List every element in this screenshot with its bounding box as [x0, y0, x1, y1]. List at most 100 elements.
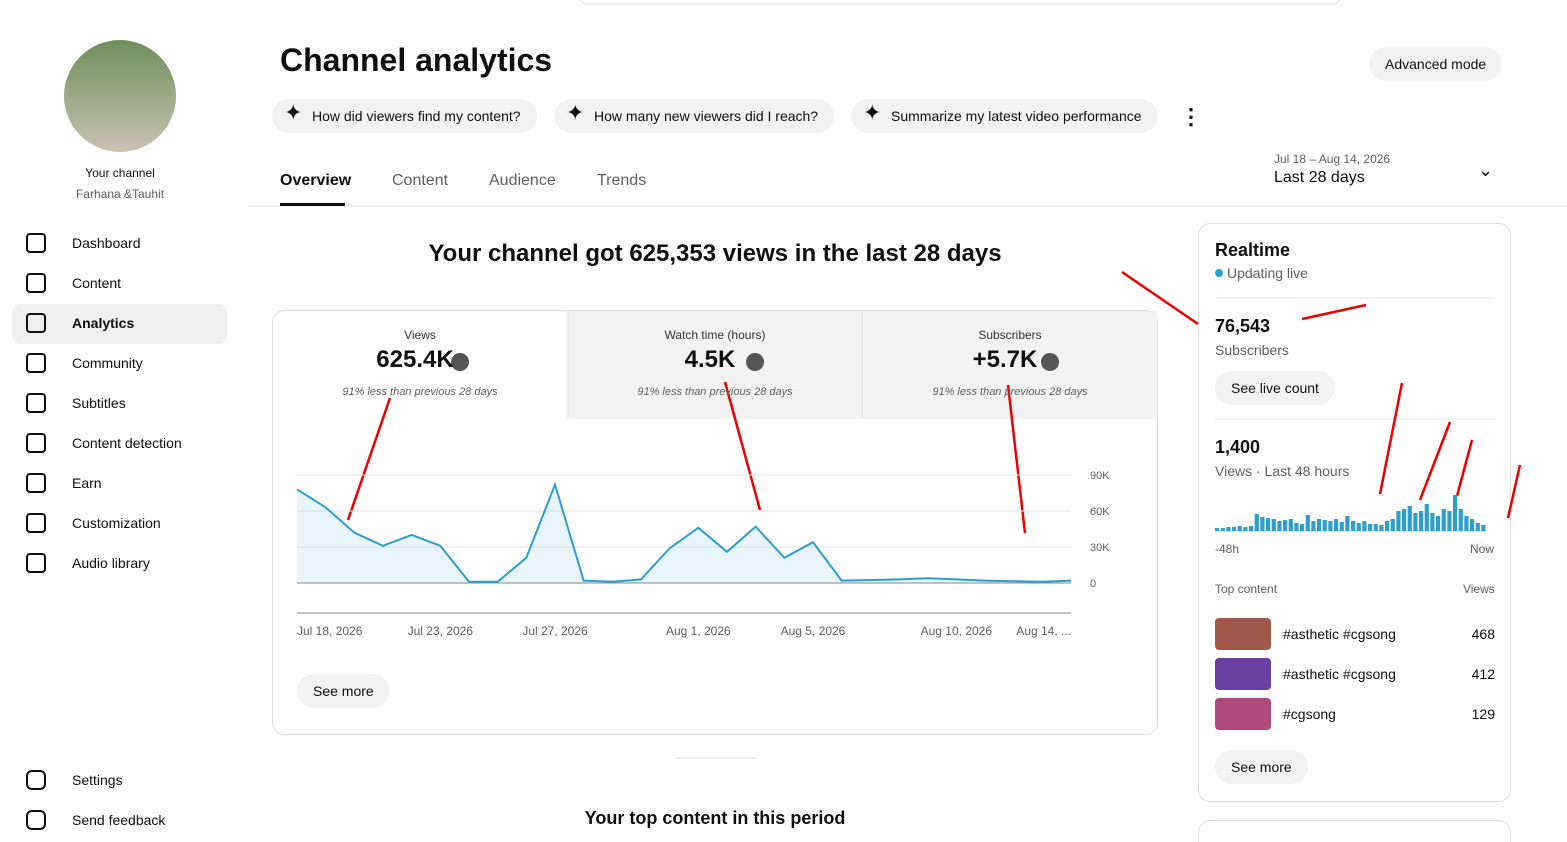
views-label: Views · Last 48 hours [1215, 463, 1350, 479]
period[interactable]: Last 28 days [1274, 169, 1365, 186]
y-tick-label: 90K [1090, 470, 1110, 482]
top-title[interactable]: #asthetic #cgsong [1283, 666, 1396, 682]
nav-icon [26, 433, 46, 453]
bar [1328, 521, 1333, 531]
metric-label: Watch time (hours) [664, 328, 766, 342]
bar [1436, 516, 1441, 531]
tab[interactable]: Overview [280, 172, 352, 189]
nav-item[interactable]: Audio library [72, 555, 150, 571]
bar [1362, 521, 1367, 531]
nav-item[interactable]: Community [72, 355, 143, 371]
nav-highlight [12, 304, 227, 344]
bar [1232, 527, 1237, 531]
bar [1300, 524, 1305, 531]
bar [1481, 525, 1486, 531]
start-label: -48h [1215, 542, 1240, 556]
bar [1311, 521, 1316, 531]
status: Updating live [1227, 265, 1308, 281]
bar [1430, 513, 1435, 531]
bar [1424, 504, 1429, 531]
bar [1271, 519, 1276, 531]
see-more[interactable]: See more [297, 674, 390, 708]
avatar[interactable] [64, 40, 176, 152]
search-edge [580, 0, 1340, 5]
bar [1390, 519, 1395, 531]
nav-item[interactable]: Subtitles [72, 395, 126, 411]
bar [1283, 520, 1288, 531]
bar [1243, 527, 1248, 531]
bar [1413, 513, 1418, 531]
bar [1373, 524, 1378, 531]
bar [1385, 521, 1390, 531]
bar [1475, 523, 1480, 531]
x-tick-label: Aug 1, 2026 [666, 624, 731, 638]
bar [1447, 511, 1452, 531]
area [297, 484, 1071, 583]
tab[interactable]: Content [392, 172, 449, 189]
footer-item[interactable]: Settings [72, 772, 123, 788]
bar [1226, 527, 1231, 531]
bar [1453, 495, 1458, 531]
top-views: 468 [1471, 626, 1495, 642]
advanced-button[interactable]: Advanced mode [1369, 47, 1503, 81]
nav-item[interactable]: Customization [72, 515, 161, 531]
nav-item[interactable]: Earn [72, 475, 102, 491]
live-count-button[interactable]: See live count [1215, 371, 1335, 405]
bar [1317, 519, 1322, 531]
prompt-chip[interactable]: How many new viewers did I reach? [554, 99, 835, 133]
nav-item[interactable]: Analytics [72, 315, 135, 331]
live-dot [1215, 269, 1223, 277]
bar [1334, 519, 1339, 531]
tab[interactable]: Audience [489, 172, 556, 189]
headline: Your channel got 625,353 views in the la… [428, 240, 1002, 267]
bar [1379, 525, 1384, 531]
nav-item[interactable]: Content detection [72, 435, 182, 451]
views-col: Views [1463, 582, 1495, 596]
nav-icon [26, 313, 46, 333]
footer-icon [26, 770, 46, 790]
metric-label: Subscribers [978, 328, 1042, 342]
top-views: 412 [1471, 666, 1495, 682]
nav-icon [26, 393, 46, 413]
nav-icon [26, 273, 46, 293]
x-tick-label: Aug 14, ... [1016, 624, 1071, 638]
tab[interactable]: Trends [597, 172, 647, 189]
more-menu[interactable]: ⋮ [1180, 104, 1202, 129]
nav-icon [26, 473, 46, 493]
bar [1419, 511, 1424, 531]
bar [1215, 528, 1220, 531]
nav-item[interactable]: Dashboard [72, 235, 141, 251]
annotations [346, 270, 1522, 534]
subscriber-label: Subscribers [1215, 342, 1289, 358]
bar [1249, 526, 1254, 531]
see-more[interactable]: See more [1215, 750, 1308, 784]
line [296, 481, 1072, 583]
tab-underline [280, 203, 345, 206]
bar [1351, 521, 1356, 531]
date-range: Jul 18 – Aug 14, 2026 [1274, 152, 1391, 166]
footer-item[interactable]: Send feedback [72, 812, 166, 828]
nav-icon [26, 553, 46, 573]
end-label: Now [1470, 542, 1495, 556]
y-tick-label: 60K [1090, 506, 1110, 518]
bar [1288, 519, 1293, 531]
y-tick-label: 30K [1090, 542, 1110, 554]
section-heading: Your top content in this period [584, 808, 846, 828]
bar [1458, 509, 1463, 531]
metric-note: 91% less than previous 28 days [637, 386, 793, 398]
top-title[interactable]: #asthetic #cgsong [1283, 626, 1396, 642]
nav-item[interactable]: Content [72, 275, 122, 291]
thumbnail [1215, 658, 1271, 690]
bar [1470, 519, 1475, 531]
dropdown[interactable]: ⌄ [1478, 160, 1494, 180]
top-title[interactable]: #cgsong [1283, 706, 1336, 722]
metric-value: 625.4K [376, 346, 454, 373]
bar [1368, 524, 1373, 531]
bar [1220, 528, 1225, 531]
bar [1402, 509, 1407, 531]
bar [1464, 516, 1469, 531]
prompt-chip[interactable]: Summarize my latest video performance [851, 99, 1158, 133]
prompt-chip[interactable]: How did viewers find my content? [272, 99, 537, 133]
thumbnail [1215, 618, 1271, 650]
subscriber-count: 76,543 [1215, 316, 1271, 336]
